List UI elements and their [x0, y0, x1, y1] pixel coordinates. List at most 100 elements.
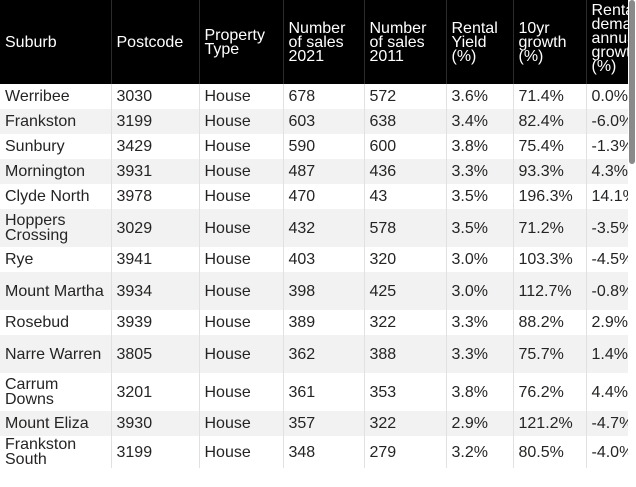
cell-rental-yield: 3.2% — [446, 436, 514, 468]
cell-postcode: 3805 — [111, 335, 200, 373]
cell-sales-2011: 425 — [364, 272, 447, 310]
cell-sales-2011: 322 — [364, 411, 447, 436]
cell-suburb: Frankston — [0, 109, 112, 134]
column-header-sales-2011[interactable]: Number of sales 2011 — [364, 0, 447, 84]
cell-postcode: 3934 — [111, 272, 200, 310]
cell-10yr-growth: 75.7% — [513, 335, 587, 373]
cell-rental-yield: 3.4% — [446, 109, 514, 134]
cell-10yr-growth: 112.7% — [513, 272, 587, 310]
cell-rental-yield: 3.0% — [446, 247, 514, 272]
cell-sales-2011: 572 — [364, 84, 447, 109]
cell-postcode: 3429 — [111, 134, 200, 159]
table-body: Werribee 3030 House 678 572 3.6% 71.4% 0.0% Fran… — [0, 84, 628, 468]
cell-suburb: Mornington — [0, 159, 112, 184]
cell-10yr-growth: 82.4% — [513, 109, 587, 134]
cell-10yr-growth: 103.3% — [513, 247, 587, 272]
cell-rental-demand-growth: -1.3% — [586, 134, 628, 159]
cell-sales-2021: 348 — [283, 436, 365, 468]
table-row[interactable]: Mount Eliza 3930 House 357 322 2.9% 121.2% -4.7… — [0, 411, 628, 436]
table-row[interactable]: Carrum Downs 3201 House 361 353 3.8% 76.2% 4.4% — [0, 373, 628, 411]
cell-rental-demand-growth: 0.0% — [586, 84, 628, 109]
cell-suburb: Werribee — [0, 84, 112, 109]
cell-suburb: Rye — [0, 247, 112, 272]
cell-postcode: 3030 — [111, 84, 200, 109]
cell-10yr-growth: 93.3% — [513, 159, 587, 184]
cell-rental-yield: 3.8% — [446, 134, 514, 159]
cell-rental-demand-growth: 2.9% — [586, 310, 628, 335]
cell-rental-yield: 3.8% — [446, 373, 514, 411]
cell-sales-2011: 578 — [364, 209, 447, 247]
cell-sales-2021: 590 — [283, 134, 365, 159]
cell-rental-demand-growth: -3.5% — [586, 209, 628, 247]
cell-postcode: 3199 — [111, 109, 200, 134]
table-row[interactable]: Narre Warren 3805 House 362 388 3.3% 75.7% 1.4% — [0, 335, 628, 373]
cell-suburb: Narre Warren — [0, 335, 112, 373]
cell-postcode: 3201 — [111, 373, 200, 411]
cell-sales-2011: 279 — [364, 436, 447, 468]
cell-sales-2011: 638 — [364, 109, 447, 134]
column-header-rental-yield[interactable]: Rental Yield (%) — [446, 0, 514, 84]
column-header-10yr-growth[interactable]: 10yr growth (%) — [513, 0, 587, 84]
cell-sales-2021: 398 — [283, 272, 365, 310]
cell-10yr-growth: 76.2% — [513, 373, 587, 411]
cell-postcode: 3931 — [111, 159, 200, 184]
cell-rental-demand-growth: -0.8% — [586, 272, 628, 310]
cell-suburb: Clyde North — [0, 184, 112, 209]
cell-rental-demand-growth: -4.7% — [586, 411, 628, 436]
column-header-rental-demand-growth[interactable]: Rental demand annual growth (%) — [586, 0, 628, 84]
cell-sales-2021: 603 — [283, 109, 365, 134]
cell-property-type: House — [199, 109, 284, 134]
column-header-property-type[interactable]: Property Type — [199, 0, 284, 84]
cell-sales-2011: 436 — [364, 159, 447, 184]
cell-property-type: House — [199, 373, 284, 411]
cell-sales-2021: 487 — [283, 159, 365, 184]
header-row: Suburb Postcode Property Type Number of … — [0, 0, 628, 84]
cell-postcode: 3199 — [111, 436, 200, 468]
cell-sales-2011: 43 — [364, 184, 447, 209]
cell-sales-2021: 403 — [283, 247, 365, 272]
cell-rental-yield: 3.0% — [446, 272, 514, 310]
cell-property-type: House — [199, 159, 284, 184]
cell-suburb: Frankston South — [0, 436, 112, 468]
table-row[interactable]: Hoppers Crossing 3029 House 432 578 3.5% 71.2%… — [0, 209, 628, 247]
scrollbar-thumb[interactable] — [629, 0, 635, 164]
cell-rental-demand-growth: 4.3% — [586, 159, 628, 184]
table-row[interactable]: Mount Martha 3934 House 398 425 3.0% 112.7% -0.… — [0, 272, 628, 310]
cell-rental-demand-growth: -4.5% — [586, 247, 628, 272]
cell-postcode: 3930 — [111, 411, 200, 436]
cell-rental-demand-growth: 1.4% — [586, 335, 628, 373]
table-row[interactable]: Frankston South 3199 House 348 279 3.2% 80.5% -… — [0, 436, 628, 468]
cell-suburb: Hoppers Crossing — [0, 209, 112, 247]
cell-suburb: Mount Martha — [0, 272, 112, 310]
table-row[interactable]: Mornington 3931 House 487 436 3.3% 93.3% 4.3% — [0, 159, 628, 184]
cell-property-type: House — [199, 134, 284, 159]
cell-suburb: Carrum Downs — [0, 373, 112, 411]
cell-sales-2021: 678 — [283, 84, 365, 109]
cell-sales-2021: 432 — [283, 209, 365, 247]
cell-10yr-growth: 71.2% — [513, 209, 587, 247]
column-header-suburb[interactable]: Suburb — [0, 0, 112, 84]
column-header-sales-2021[interactable]: Number of sales 2021 — [283, 0, 365, 84]
cell-property-type: House — [199, 310, 284, 335]
cell-sales-2021: 362 — [283, 335, 365, 373]
cell-sales-2011: 353 — [364, 373, 447, 411]
cell-postcode: 3978 — [111, 184, 200, 209]
cell-sales-2011: 388 — [364, 335, 447, 373]
cell-10yr-growth: 88.2% — [513, 310, 587, 335]
cell-10yr-growth: 71.4% — [513, 84, 587, 109]
table-row[interactable]: Werribee 3030 House 678 572 3.6% 71.4% 0.0% — [0, 84, 628, 109]
cell-property-type: House — [199, 335, 284, 373]
column-header-postcode[interactable]: Postcode — [111, 0, 200, 84]
cell-suburb: Rosebud — [0, 310, 112, 335]
cell-rental-yield: 3.3% — [446, 310, 514, 335]
table-row[interactable]: Rosebud 3939 House 389 322 3.3% 88.2% 2.9% — [0, 310, 628, 335]
cell-10yr-growth: 196.3% — [513, 184, 587, 209]
cell-suburb: Mount Eliza — [0, 411, 112, 436]
cell-rental-yield: 3.3% — [446, 159, 514, 184]
vertical-scrollbar[interactable] — [628, 0, 636, 487]
